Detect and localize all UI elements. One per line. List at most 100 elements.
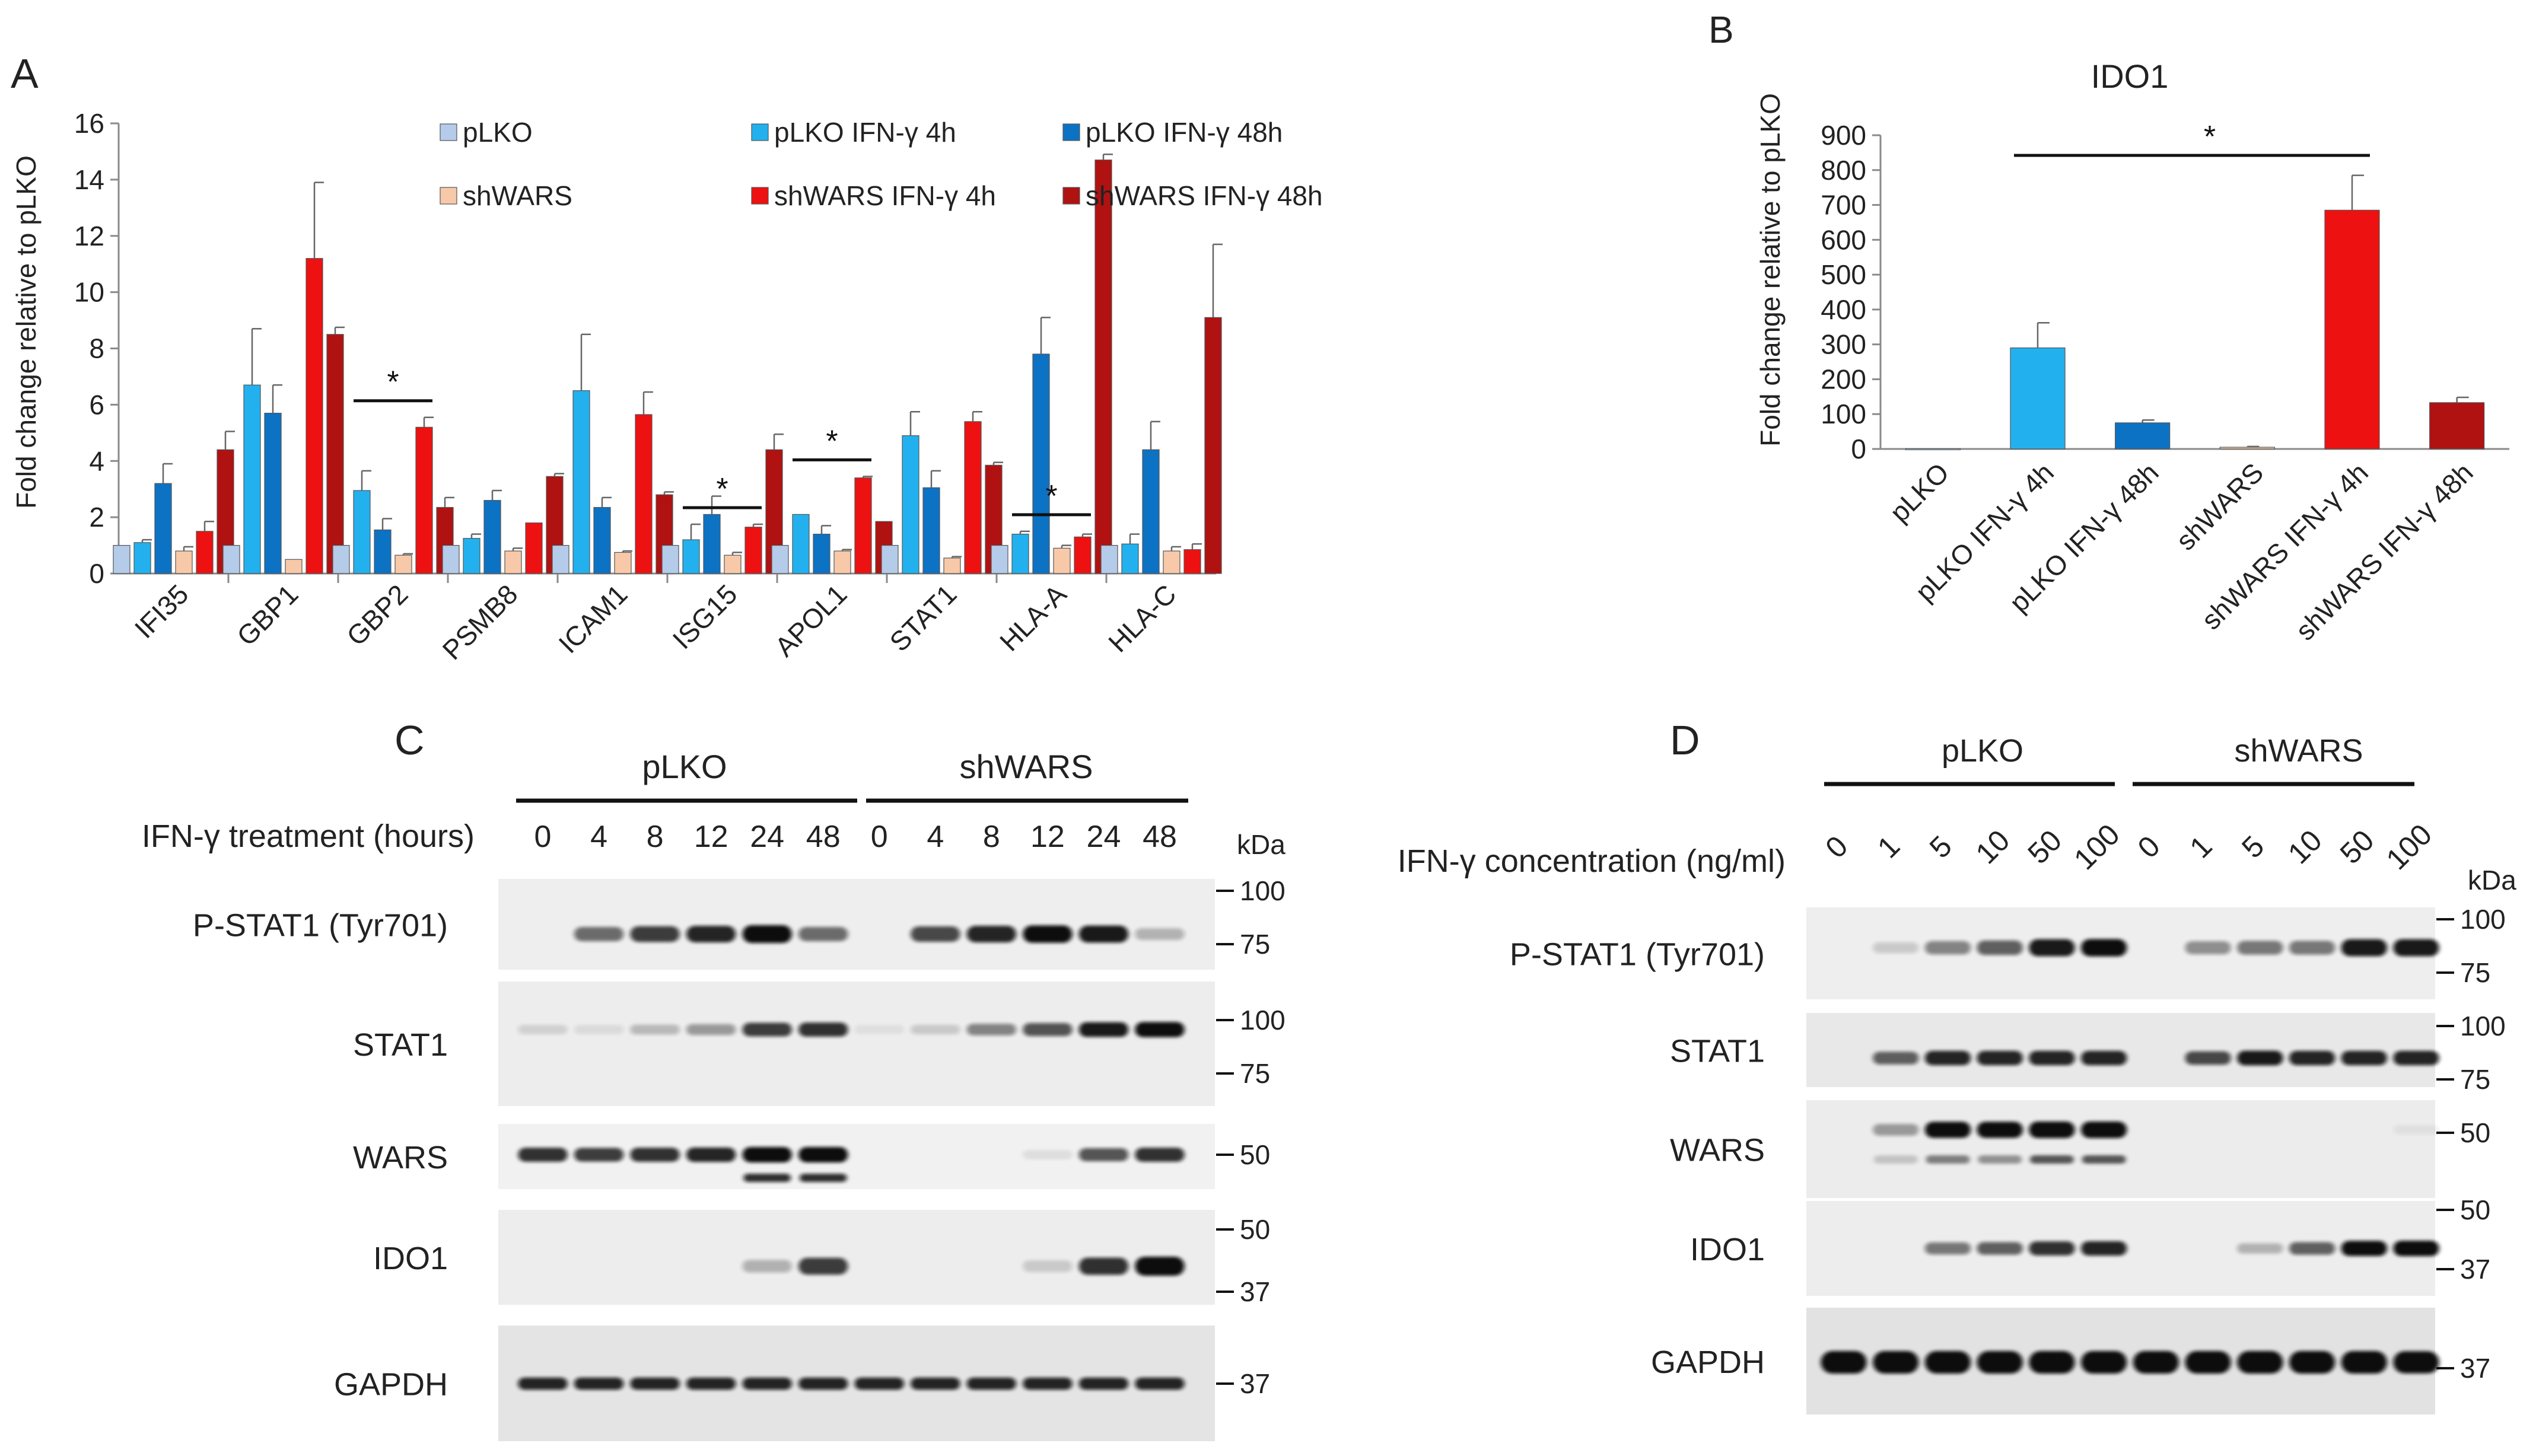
lane-label: 12 [1030, 820, 1065, 854]
bar-a [703, 514, 721, 574]
blot-band [1135, 928, 1185, 940]
blot-membrane [498, 1210, 1215, 1305]
legend-label-a: shWARS IFN-γ 48h [1086, 180, 1323, 211]
legend-swatch-a [440, 187, 457, 205]
x-tick-label-a: STAT1 [883, 578, 962, 657]
blot-band [966, 1377, 1016, 1390]
bar-a [614, 552, 632, 574]
blot-band [2029, 1351, 2075, 1374]
bar-a [243, 384, 261, 574]
blot-band [742, 1260, 792, 1273]
blot-band [2393, 939, 2439, 957]
blot-label: STAT1 [1670, 1034, 1765, 1069]
kda-marker-label: 100 [1240, 1005, 1285, 1036]
kda-marker-label: 75 [2460, 1064, 2490, 1095]
y-tick-label-b: 600 [1821, 224, 1866, 255]
kda-marker-label: 75 [2460, 957, 2490, 988]
lane-label: 0 [2131, 829, 2166, 864]
y-tick-label-a: 6 [89, 389, 104, 420]
panel-d-letter: D [1670, 717, 1700, 763]
bar-a [635, 414, 653, 574]
kda-marker-label: 50 [2460, 1194, 2490, 1225]
bar-a [1094, 160, 1112, 574]
blot-band-secondary [800, 1174, 847, 1182]
bar-a [1100, 544, 1118, 574]
blot-band [798, 1022, 848, 1037]
blot-band [1873, 942, 1919, 954]
blot-band [1924, 1122, 1971, 1138]
blot-band [2289, 1242, 2335, 1255]
blot-band [2029, 1241, 2075, 1256]
blot-band [1977, 1122, 2023, 1138]
kda-marker-label: 37 [1240, 1368, 1270, 1399]
bar-a [593, 506, 611, 574]
blot-band [1977, 1242, 2023, 1255]
blot-band-secondary [1978, 1155, 2022, 1164]
kda-marker-label: 100 [2460, 1011, 2506, 1041]
legend-swatch-a [751, 187, 769, 205]
blot-band [1977, 1351, 2023, 1374]
blot-membrane [498, 982, 1215, 1106]
lane-label: 100 [2380, 818, 2439, 877]
blot-band [2341, 1351, 2387, 1374]
blot-band [1078, 1022, 1129, 1037]
blot-band [854, 1025, 904, 1034]
blot-band [911, 1377, 960, 1390]
blot-band [2341, 1050, 2387, 1066]
panel-d-kda-label: kDa [2468, 865, 2516, 896]
bar-a [964, 421, 982, 574]
lane-label: 4 [927, 820, 944, 854]
lane-label: 8 [647, 820, 664, 854]
blot-band [2081, 939, 2127, 957]
blot-band [2081, 1241, 2127, 1256]
blot-band [1023, 1260, 1073, 1272]
legend-swatch-a [1062, 187, 1080, 205]
blot-band [966, 926, 1016, 942]
lane-label: 50 [2021, 824, 2068, 871]
blot-band [518, 1148, 568, 1162]
bar-a [724, 555, 742, 574]
y-tick-label-b: 200 [1821, 364, 1866, 394]
bar-b [1905, 448, 1961, 451]
y-tick-label-b: 400 [1821, 294, 1866, 325]
blot-band [1078, 925, 1129, 943]
blot-band-secondary [1926, 1155, 1970, 1164]
blot-band [1924, 1050, 1971, 1066]
bar-a [394, 555, 412, 574]
blot-c: 0 4 8 12 24 48 0 4 8 12 24 48P-STAT1 (Tyr701)10075S… [193, 798, 1285, 1441]
kda-marker-label: 50 [1240, 1214, 1270, 1245]
blot-band [2341, 939, 2387, 957]
blot-band-secondary [743, 1174, 791, 1182]
blot-band [1135, 1377, 1185, 1390]
bar-a [175, 550, 193, 574]
kda-marker-label: 37 [2460, 1254, 2490, 1285]
x-tick-label-a: ICAM1 [552, 578, 633, 659]
blot-band [1924, 941, 1971, 955]
blot-band-secondary [2082, 1155, 2126, 1164]
bar-a [1053, 547, 1071, 574]
blot-band-secondary [2030, 1155, 2074, 1164]
bar-a [525, 522, 543, 574]
legend-label-a: pLKO [463, 117, 533, 148]
blot-band [2237, 1050, 2283, 1066]
blot-band [2081, 1050, 2127, 1066]
bar-a [813, 533, 831, 574]
blot-band [686, 1024, 736, 1036]
x-tick-label-a: GBP2 [341, 578, 414, 652]
blot-band [1135, 1022, 1185, 1037]
bar-a [374, 529, 392, 574]
panel-c-letter: C [394, 717, 425, 763]
bar-a [991, 544, 1008, 574]
bar-a [326, 334, 344, 574]
chart-a: 0 2 4 6 8 10 12 14 16 IFI35 GBP1 GBP2 PSMB8 ICAM1 ISG1… [74, 108, 1323, 665]
blot-band [1023, 1377, 1073, 1390]
y-tick-label-b: 500 [1821, 259, 1866, 290]
bar-a [661, 544, 679, 574]
blot-band [798, 1257, 848, 1275]
blot-band [2393, 1351, 2439, 1374]
blot-membrane [498, 879, 1215, 970]
significance-star-a: * [387, 365, 399, 400]
y-tick-label-b: 700 [1821, 190, 1866, 221]
y-tick-label-a: 10 [74, 277, 104, 308]
lane-label: 10 [1969, 824, 2016, 871]
